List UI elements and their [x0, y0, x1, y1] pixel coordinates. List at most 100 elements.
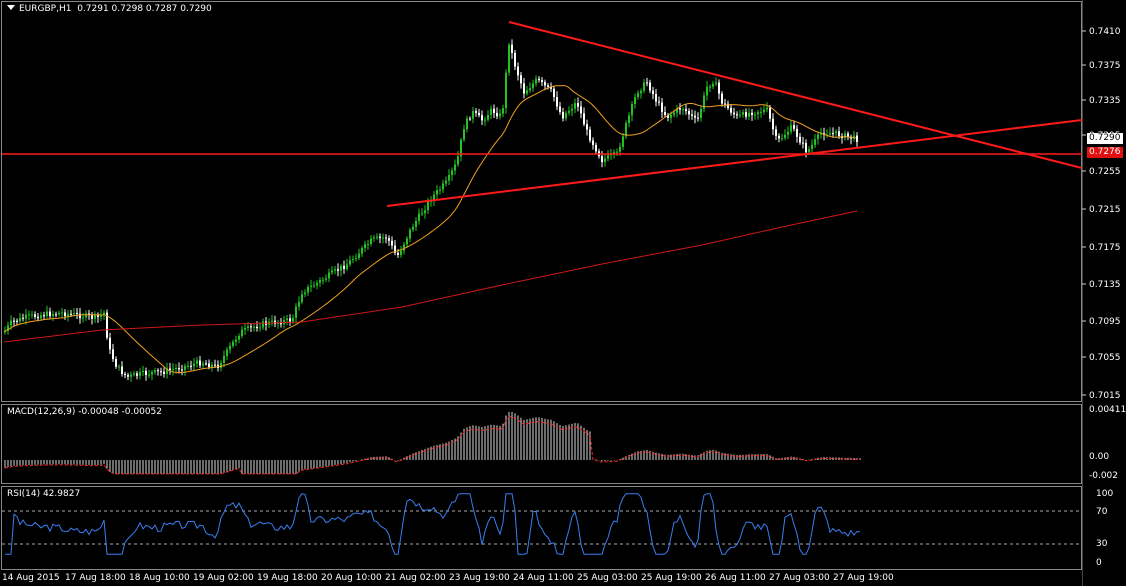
rsi-pane[interactable]: RSI(14) 42.9827 — [1, 486, 1082, 570]
candle-body — [31, 314, 33, 316]
candle-body — [643, 82, 645, 91]
candle-body — [82, 317, 84, 319]
candle-body — [673, 112, 675, 115]
candle-body — [478, 112, 480, 116]
candle-body — [730, 107, 732, 113]
candle-body — [343, 265, 345, 269]
candle-body — [583, 113, 585, 125]
candle-body — [850, 136, 852, 139]
candle-body — [775, 129, 777, 136]
candle-body — [562, 112, 564, 119]
time-label: 14 Aug 2015 — [2, 573, 60, 583]
candle-body — [508, 44, 510, 73]
candle-body — [535, 78, 537, 84]
candle-body — [364, 244, 366, 249]
candle-body — [667, 115, 669, 118]
candle-body — [91, 315, 93, 319]
candle-body — [520, 75, 522, 84]
candle-body — [358, 253, 360, 259]
symbol-header: EURGBP,H1 0.7291 0.7298 0.7287 0.7290 — [7, 4, 212, 14]
candle-body — [247, 326, 249, 328]
price-tick-label: 0.7055 — [1089, 353, 1121, 363]
candle-body — [607, 155, 609, 159]
price-tick-label: 0.7095 — [1089, 317, 1121, 327]
candle-body — [733, 112, 735, 115]
candle-body — [46, 311, 48, 317]
candle-body — [85, 313, 87, 318]
candle-body — [490, 108, 492, 115]
candle-body — [139, 372, 141, 376]
candle-body — [193, 363, 195, 367]
dropdown-arrow-icon[interactable] — [7, 5, 15, 10]
candle-body — [505, 72, 507, 109]
candle-body — [397, 252, 399, 255]
candle-body — [799, 136, 801, 143]
macd-tick-label: 0.00411 — [1089, 405, 1126, 415]
candle-body — [754, 114, 756, 116]
ascending-trend-line — [386, 119, 1082, 207]
candle-body — [541, 80, 543, 83]
candle-body — [28, 314, 30, 316]
candle-body — [856, 135, 858, 142]
candle-body — [511, 44, 513, 53]
candle-body — [313, 285, 315, 287]
candle-body — [322, 279, 324, 281]
candle-body — [409, 229, 411, 239]
candle-body — [169, 368, 171, 370]
candle-body — [682, 109, 684, 111]
candle-body — [655, 94, 657, 102]
price-tick-label: 0.7375 — [1089, 61, 1121, 71]
candle-body — [631, 104, 633, 116]
candle-body — [262, 321, 264, 328]
candle-body — [766, 107, 768, 110]
candle-body — [406, 238, 408, 245]
candle-body — [223, 356, 225, 363]
candle-body — [646, 82, 648, 84]
candle-body — [640, 90, 642, 94]
candle-body — [244, 327, 246, 330]
macd-pane[interactable]: MACD(12,26,9) -0.00048 -0.00052 — [1, 404, 1082, 484]
candle-body — [130, 374, 132, 377]
candle-body — [811, 144, 813, 150]
candle-body — [622, 136, 624, 147]
candle-body — [55, 314, 57, 316]
candle-body — [232, 341, 234, 346]
candle-body — [163, 371, 165, 374]
candle-body — [844, 133, 846, 139]
candle-body — [580, 106, 582, 114]
slow-moving-average — [3, 210, 858, 343]
candle-body — [298, 301, 300, 307]
price-chart-pane[interactable]: EURGBP,H1 0.7291 0.7298 0.7287 0.7290 — [1, 1, 1082, 402]
candle-body — [331, 270, 333, 273]
price-tick-label: 0.7255 — [1089, 167, 1121, 177]
candle-body — [487, 114, 489, 120]
candle-body — [814, 139, 816, 145]
candle-body — [187, 365, 189, 367]
candle-body — [637, 93, 639, 98]
candle-body — [94, 314, 96, 319]
rsi-tick-label: 100 — [1096, 489, 1113, 499]
candle-body — [664, 112, 666, 116]
candle-body — [556, 97, 558, 107]
candlestick-chart[interactable] — [2, 2, 1082, 402]
candle-body — [763, 109, 765, 112]
candle-body — [316, 282, 318, 286]
candle-body — [586, 124, 588, 130]
time-label: 25 Aug 19:00 — [641, 573, 702, 583]
candle-body — [454, 164, 456, 171]
candle-body — [805, 142, 807, 153]
candle-body — [625, 122, 627, 137]
time-label: 19 Aug 02:00 — [193, 573, 254, 583]
candle-body — [661, 102, 663, 113]
candle-body — [151, 372, 153, 375]
candle-body — [238, 335, 240, 340]
macd-histogram — [4, 412, 861, 475]
candle-body — [571, 108, 573, 111]
candle-body — [688, 111, 690, 115]
candle-body — [250, 326, 252, 328]
candle-body — [691, 114, 693, 116]
candle-body — [178, 367, 180, 370]
candle-body — [385, 237, 387, 239]
macd-signal-line — [4, 416, 860, 475]
candle-body — [616, 151, 618, 153]
